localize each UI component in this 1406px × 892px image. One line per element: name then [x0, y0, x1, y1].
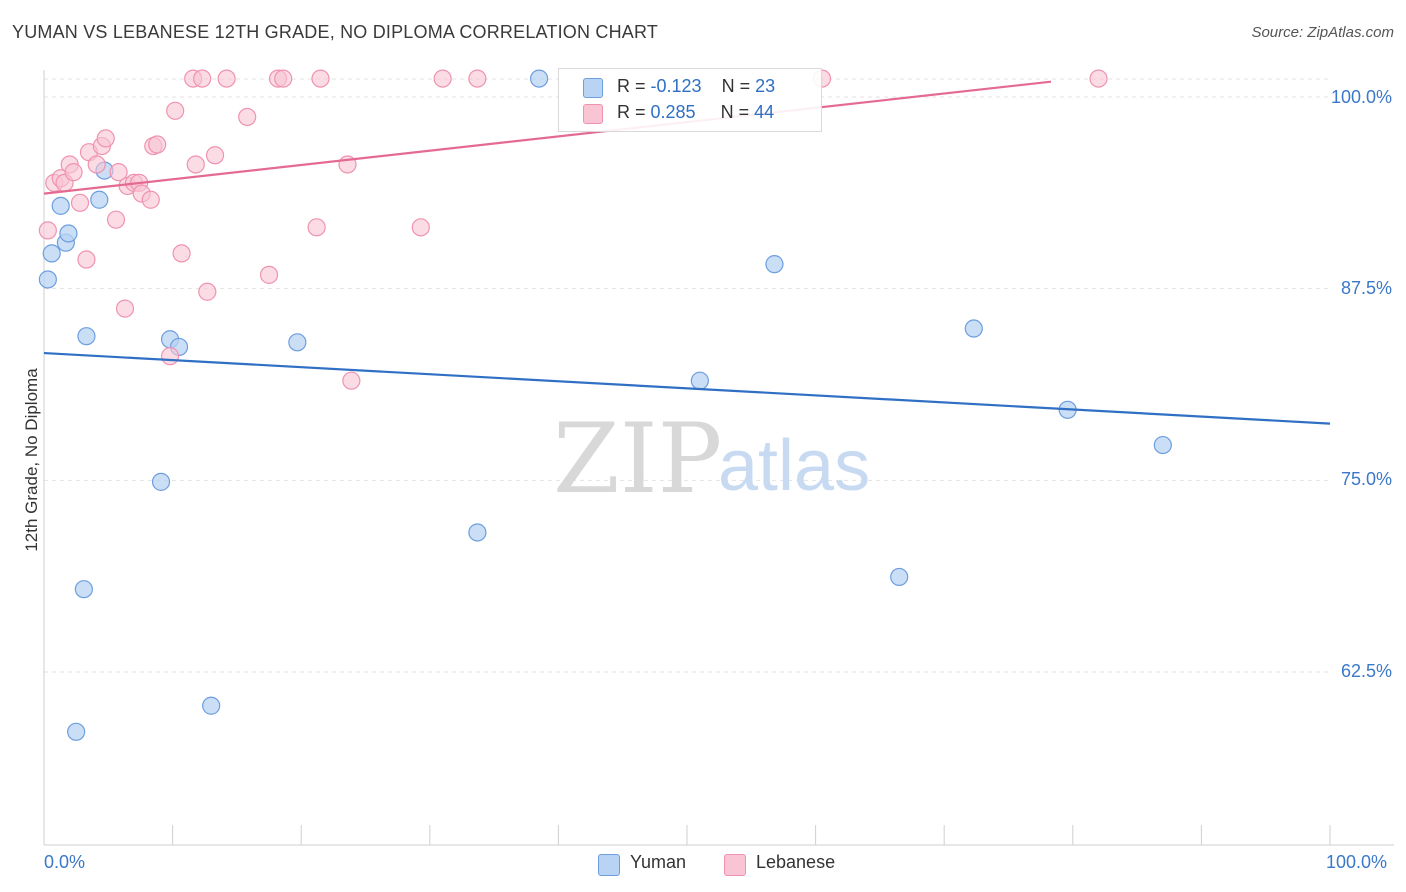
yuman-point-4[interactable] — [59, 224, 78, 243]
lebanese-point-14[interactable] — [115, 299, 135, 318]
lebanese-point-23[interactable] — [166, 101, 185, 120]
legend-n-label: N = — [720, 102, 755, 122]
bottom-legend-swatch-lebanese — [724, 854, 746, 876]
lebanese-point-38[interactable] — [342, 371, 361, 390]
yuman-point-17[interactable] — [690, 371, 709, 390]
watermark-atlas: atlas — [718, 426, 870, 506]
axis-layer — [43, 70, 1394, 846]
y-tick-label-100: 100.0% — [1330, 87, 1392, 107]
lebanese-point-39[interactable] — [411, 218, 430, 237]
grid-layer — [44, 78, 1330, 673]
legend-swatch-yuman — [583, 78, 603, 98]
lebanese-point-22[interactable] — [160, 347, 180, 366]
yuman-trend-line — [43, 351, 1331, 425]
lebanese-point-32[interactable] — [259, 265, 279, 284]
trend-lines — [43, 80, 1331, 425]
yuman-point-22[interactable] — [1153, 435, 1172, 455]
y-tick-label-62-5: 62.5% — [1340, 661, 1392, 681]
lebanese-point-7[interactable] — [77, 250, 96, 269]
lebanese-point-43[interactable] — [1089, 69, 1108, 88]
yuman-point-15[interactable] — [468, 523, 487, 542]
lebanese-point-27[interactable] — [193, 69, 212, 88]
yuman-point-10[interactable] — [151, 472, 171, 491]
yuman-point-20[interactable] — [964, 319, 983, 338]
legend-r-label: R = — [617, 76, 651, 96]
legend-n-value-lebanese: 44 — [754, 102, 775, 122]
lebanese-point-26[interactable] — [186, 155, 205, 174]
lebanese-point-34[interactable] — [274, 69, 293, 88]
yuman-point-16[interactable] — [530, 69, 549, 88]
bottom-legend-label-lebanese: Lebanese — [756, 852, 836, 872]
legend-r-value-lebanese: 0.285 — [650, 102, 696, 122]
lebanese-point-0[interactable] — [38, 221, 57, 240]
yuman-point-0[interactable] — [38, 270, 57, 289]
lebanese-point-9[interactable] — [87, 155, 106, 174]
watermark: ZIP atlas — [553, 403, 870, 515]
lebanese-point-36[interactable] — [311, 69, 330, 88]
legend-n-value-yuman: 23 — [755, 76, 776, 96]
lebanese-point-6[interactable] — [70, 193, 90, 212]
yuman-point-14[interactable] — [288, 333, 307, 352]
x-tick-label-min: 0.0% — [44, 852, 86, 872]
chart-source: Source: ZipAtlas.com — [1251, 24, 1394, 41]
lebanese-point-30[interactable] — [217, 69, 236, 88]
y-tick-label-87-5: 87.5% — [1340, 278, 1392, 298]
lebanese-point-11[interactable] — [96, 129, 115, 148]
bottom-legend-label-yuman: Yuman — [630, 852, 687, 872]
chart-title: YUMAN VS LEBANESE 12TH GRADE, NO DIPLOMA… — [12, 22, 659, 42]
lebanese-point-31[interactable] — [238, 107, 257, 127]
legend-swatch-lebanese — [583, 104, 603, 124]
lebanese-point-19[interactable] — [141, 190, 160, 209]
lebanese-point-5[interactable] — [64, 163, 83, 182]
y-tick-label-75: 75.0% — [1340, 469, 1392, 489]
lebanese-point-29[interactable] — [205, 146, 225, 165]
lebanese-point-40[interactable] — [433, 69, 452, 88]
lebanese-point-12[interactable] — [106, 210, 126, 229]
lebanese-trend-line — [43, 80, 1052, 195]
x-tick-label-max: 100.0% — [1326, 852, 1388, 872]
watermark-zip: ZIP — [553, 403, 722, 515]
lebanese-series — [38, 69, 1108, 390]
correlation-legend: R = -0.123 N = 23 R = 0.285 N = 44 — [558, 68, 822, 132]
yuman-point-13[interactable] — [202, 696, 221, 715]
legend-r-label: R = — [617, 102, 651, 122]
lebanese-point-35[interactable] — [307, 218, 326, 237]
yuman-series — [38, 69, 1172, 741]
yuman-point-5[interactable] — [67, 722, 86, 741]
yuman-point-2[interactable] — [51, 196, 70, 215]
bottom-legend-swatch-yuman — [598, 854, 620, 876]
lebanese-point-41[interactable] — [468, 69, 487, 88]
legend-r-value-yuman: -0.123 — [650, 76, 702, 96]
yuman-point-19[interactable] — [890, 567, 909, 587]
lebanese-point-21[interactable] — [148, 135, 167, 154]
lebanese-point-24[interactable] — [172, 244, 191, 263]
lebanese-point-28[interactable] — [198, 282, 217, 301]
yuman-point-1[interactable] — [42, 244, 61, 263]
lebanese-point-13[interactable] — [109, 163, 128, 182]
yuman-point-7[interactable] — [77, 327, 96, 346]
legend-n-label: N = — [721, 76, 756, 96]
yuman-point-6[interactable] — [74, 580, 93, 599]
yuman-point-18[interactable] — [765, 255, 784, 274]
yuman-point-8[interactable] — [90, 190, 109, 209]
